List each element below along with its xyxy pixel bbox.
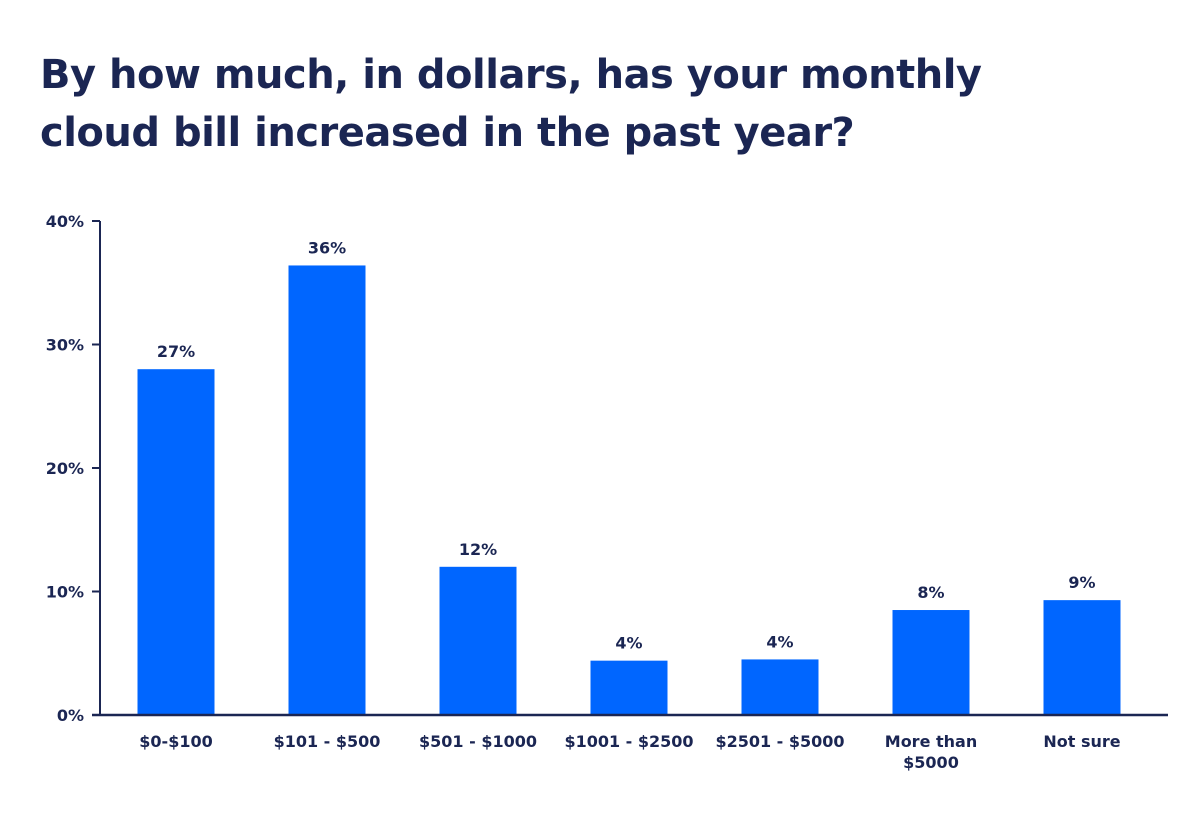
y-tick-label: 20% bbox=[46, 459, 84, 478]
bar bbox=[590, 660, 668, 715]
x-category-label: $2501 - $5000 bbox=[715, 732, 844, 751]
chart-title-line-1: By how much, in dollars, has your monthl… bbox=[40, 52, 982, 98]
x-category-label: $1001 - $2500 bbox=[564, 732, 693, 751]
bar bbox=[1043, 600, 1121, 715]
bar-data-label: 12% bbox=[459, 540, 497, 559]
bar-data-label: 9% bbox=[1068, 573, 1095, 592]
x-category-label-line: $1001 - $2500 bbox=[564, 732, 693, 751]
x-category-label-line: $101 - $500 bbox=[274, 732, 381, 751]
y-tick-label: 40% bbox=[46, 212, 84, 231]
x-category-label: $501 - $1000 bbox=[419, 732, 537, 751]
bar-data-label: 27% bbox=[157, 342, 195, 361]
x-category-label-line: More than bbox=[885, 732, 977, 751]
bar bbox=[741, 659, 819, 715]
bar bbox=[439, 566, 517, 715]
x-category-label: $101 - $500 bbox=[274, 732, 381, 751]
x-category-label-line: $501 - $1000 bbox=[419, 732, 537, 751]
bar bbox=[137, 369, 215, 715]
y-tick-label: 0% bbox=[57, 706, 84, 725]
bar bbox=[892, 610, 970, 715]
x-category-label: More than $5000 bbox=[885, 732, 977, 772]
x-category-label-line: $5000 bbox=[903, 753, 959, 772]
x-category-label-line: Not sure bbox=[1043, 732, 1120, 751]
bar-data-label: 4% bbox=[766, 632, 793, 651]
bar-data-label: 36% bbox=[308, 238, 346, 257]
y-tick-label: 30% bbox=[46, 336, 84, 355]
x-category-label: Not sure bbox=[1043, 732, 1120, 751]
x-category-label: $0-$100 bbox=[139, 732, 212, 751]
x-category-label-line: $2501 - $5000 bbox=[715, 732, 844, 751]
bar-data-label: 4% bbox=[615, 634, 642, 653]
bar-data-label: 8% bbox=[917, 583, 944, 602]
x-category-label-line: $0-$100 bbox=[139, 732, 212, 751]
bar bbox=[288, 265, 366, 715]
chart-title-line-2: cloud bill increased in the past year? bbox=[40, 110, 855, 156]
y-tick-label: 10% bbox=[46, 583, 84, 602]
chart-title: By how much, in dollars, has your monthl… bbox=[40, 46, 1160, 162]
